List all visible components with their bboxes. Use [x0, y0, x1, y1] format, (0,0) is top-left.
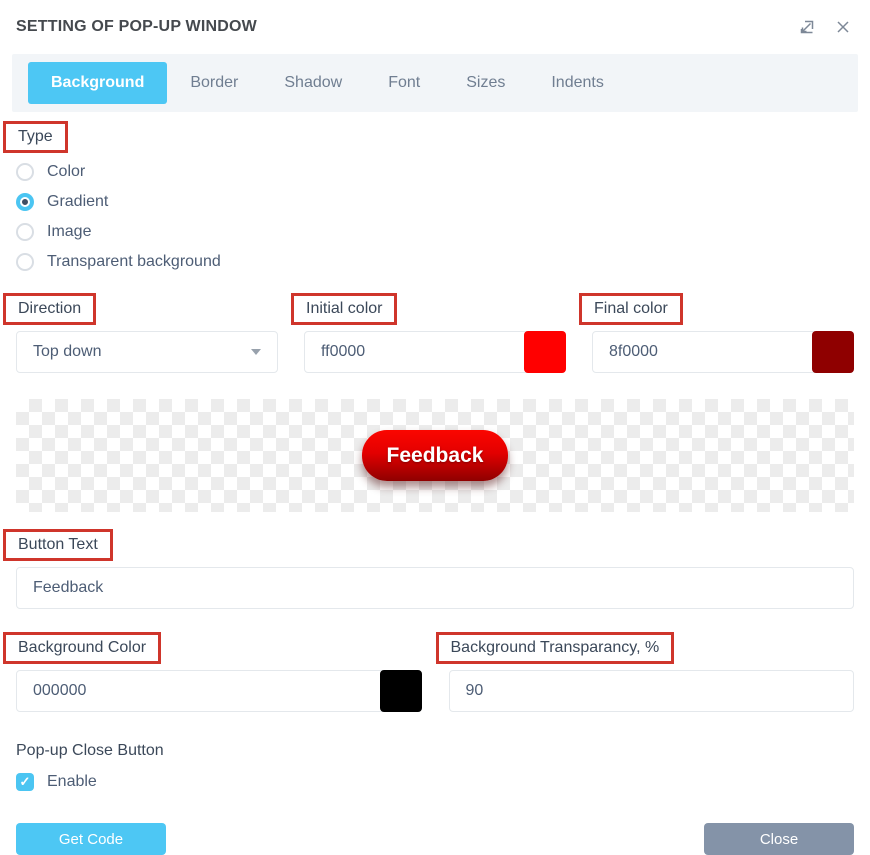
checkmark-icon: ✓ [19, 774, 31, 789]
background-color-column: Background Color [3, 632, 422, 712]
tab-border[interactable]: Border [190, 74, 239, 91]
tab-sizes[interactable]: Sizes [466, 74, 506, 91]
background-settings-row: Background Color Background Transparancy… [3, 632, 854, 712]
background-transparency-label: Background Transparancy, % [435, 632, 675, 664]
type-radio-group: Color Gradient Image Transparent backgro… [16, 157, 854, 277]
radio-color-label: Color [47, 163, 86, 180]
direction-selected-value: Top down [33, 343, 102, 360]
button-text-section: Button Text [3, 512, 854, 609]
radio-transparent[interactable] [16, 253, 34, 271]
tab-bar: Background Border Shadow Font Sizes Inde… [12, 54, 858, 112]
initial-color-column: Initial color [291, 293, 566, 373]
radio-option-color[interactable]: Color [16, 157, 854, 187]
popup-close-button-label: Pop-up Close Button [16, 742, 164, 759]
final-color-input[interactable] [593, 332, 853, 372]
expand-icon[interactable] [798, 18, 816, 36]
header-icons [798, 18, 852, 36]
final-color-field [592, 331, 854, 373]
background-color-label: Background Color [3, 632, 162, 664]
radio-option-image[interactable]: Image [16, 217, 854, 247]
tab-shadow[interactable]: Shadow [284, 74, 343, 91]
background-color-swatch[interactable] [379, 670, 422, 712]
tab-font[interactable]: Font [388, 74, 421, 91]
chevron-down-icon [251, 349, 261, 355]
type-section: Type Color Gradient Image Transparent ba… [3, 121, 854, 277]
initial-color-label: Initial color [291, 293, 398, 325]
direction-column: Direction Top down [3, 293, 278, 373]
dialog-title: SETTING OF POP-UP WINDOW [16, 18, 257, 35]
background-color-input[interactable] [17, 671, 421, 711]
tab-indents[interactable]: Indents [551, 74, 604, 91]
close-button[interactable]: Close [704, 823, 854, 855]
direction-select[interactable]: Top down [16, 331, 278, 373]
final-color-column: Final color [579, 293, 854, 373]
radio-gradient[interactable] [16, 193, 34, 211]
dialog-header: SETTING OF POP-UP WINDOW [0, 0, 870, 40]
radio-image-label: Image [47, 223, 92, 240]
button-text-input[interactable] [17, 568, 853, 608]
button-text-label: Button Text [3, 529, 113, 561]
enable-checkbox[interactable]: ✓ [16, 773, 34, 791]
type-label: Type [3, 121, 68, 153]
enable-label: Enable [47, 773, 97, 790]
background-transparency-field [448, 670, 854, 712]
background-transparency-column: Background Transparancy, % [435, 632, 854, 712]
radio-color[interactable] [16, 163, 34, 181]
button-preview-area: Feedback [16, 399, 854, 512]
background-color-field [16, 670, 422, 712]
radio-image[interactable] [16, 223, 34, 241]
direction-label: Direction [3, 293, 97, 325]
initial-color-input[interactable] [305, 332, 565, 372]
feedback-button-preview[interactable]: Feedback [362, 430, 508, 481]
background-transparency-input[interactable] [449, 671, 853, 711]
get-code-button[interactable]: Get Code [16, 823, 166, 855]
final-color-label: Final color [579, 293, 683, 325]
tab-background[interactable]: Background [28, 62, 168, 104]
initial-color-field [304, 331, 566, 373]
gradient-settings-row: Direction Top down Initial color Final c… [3, 293, 854, 373]
final-color-swatch[interactable] [812, 331, 854, 373]
enable-checkbox-row[interactable]: ✓ Enable [16, 773, 854, 791]
close-icon[interactable] [834, 18, 852, 36]
radio-gradient-label: Gradient [47, 193, 109, 210]
radio-option-transparent[interactable]: Transparent background [16, 247, 854, 277]
dialog-footer: Get Code Close [16, 823, 854, 855]
radio-transparent-label: Transparent background [47, 253, 221, 270]
button-text-field [16, 567, 854, 609]
radio-option-gradient[interactable]: Gradient [16, 187, 854, 217]
initial-color-swatch[interactable] [524, 331, 566, 373]
